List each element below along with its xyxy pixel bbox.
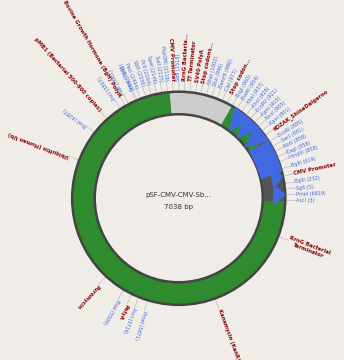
Text: pSF-CMV-CMV-Sb...: pSF-CMV-CMV-Sb... xyxy=(146,192,212,198)
Wedge shape xyxy=(113,265,154,300)
Text: AscI (3): AscI (3) xyxy=(296,198,315,203)
Wedge shape xyxy=(72,92,171,195)
Wedge shape xyxy=(72,92,285,305)
Text: XhoI (928): XhoI (928) xyxy=(251,86,271,108)
Polygon shape xyxy=(273,185,285,204)
Text: KpnI (901): KpnI (901) xyxy=(268,106,291,126)
Text: ClaI (977): ClaI (977) xyxy=(224,68,238,92)
Text: CMV Promoter: CMV Promoter xyxy=(293,162,336,176)
Text: StuI (996): StuI (996) xyxy=(213,63,225,87)
Text: Bovine Growth Hormone (BgH) PolyA: Bovine Growth Hormone (BgH) PolyA xyxy=(62,0,122,98)
Text: NotI (858): NotI (858) xyxy=(283,134,308,149)
Polygon shape xyxy=(270,169,282,188)
Polygon shape xyxy=(230,108,250,131)
Text: 7038 bp: 7038 bp xyxy=(164,204,193,210)
Text: SacI (881): SacI (881) xyxy=(280,127,304,144)
Text: RrnG Bacteria...: RrnG Bacteria... xyxy=(182,33,190,81)
Wedge shape xyxy=(243,201,285,267)
Text: SV40 PolyA: SV40 PolyA xyxy=(195,48,205,82)
Text: Kanamycin (KanR): Kanamycin (KanR) xyxy=(217,308,240,360)
Text: CMV Promoter: CMV Promoter xyxy=(168,38,175,81)
Polygon shape xyxy=(237,115,259,138)
Text: SbfI (2336): SbfI (2336) xyxy=(132,60,145,87)
Polygon shape xyxy=(245,125,268,146)
Wedge shape xyxy=(248,139,285,202)
Text: pMB1 (Bacterial 500-800 copies): pMB1 (Bacterial 500-800 copies) xyxy=(33,37,102,113)
Text: BseRI (954): BseRI (954) xyxy=(241,75,260,101)
Text: AscI (3807): AscI (3807) xyxy=(97,75,117,101)
Wedge shape xyxy=(72,194,127,282)
Text: SpeI (2146): SpeI (2146) xyxy=(146,55,157,84)
Text: PacI (2494): PacI (2494) xyxy=(125,62,139,89)
Text: FSeI (3661): FSeI (3661) xyxy=(108,69,126,96)
Text: EcoRV (921): EcoRV (921) xyxy=(256,87,279,113)
Text: BsgI (960): BsgI (960) xyxy=(235,73,252,98)
Text: EcoRI (885): EcoRI (885) xyxy=(277,119,304,138)
Text: EagI (858): EagI (858) xyxy=(286,140,311,155)
Text: SgfI (5): SgfI (5) xyxy=(295,184,314,190)
Text: KOZAK_ShineDalgarno: KOZAK_ShineDalgarno xyxy=(272,88,329,131)
Wedge shape xyxy=(72,92,285,305)
Polygon shape xyxy=(255,153,282,179)
Text: AscI (5714): AscI (5714) xyxy=(122,306,137,334)
Text: SbfI (2662): SbfI (2662) xyxy=(118,65,133,92)
Text: HindIII (858): HindIII (858) xyxy=(288,145,319,161)
Text: PmeI (5871): PmeI (5871) xyxy=(133,310,147,340)
Text: PolyA: PolyA xyxy=(118,303,129,320)
Text: NheI (1002): NheI (1002) xyxy=(207,56,219,85)
Text: PspOMI (2119): PspOMI (2119) xyxy=(160,46,169,82)
Text: Stop codons...: Stop codons... xyxy=(201,41,214,84)
Text: PciI (2164): PciI (2164) xyxy=(139,59,151,85)
Text: Puromycin: Puromycin xyxy=(75,283,100,309)
Text: SbfI (1518): SbfI (1518) xyxy=(176,54,181,81)
Polygon shape xyxy=(250,141,278,168)
Text: T7 Terminator: T7 Terminator xyxy=(189,40,198,82)
Text: PmeI (6919): PmeI (6919) xyxy=(296,191,326,197)
Text: BsaI (4287): BsaI (4287) xyxy=(62,107,88,128)
Text: KpnI (915): KpnI (915) xyxy=(260,95,282,117)
Text: XbaI (937): XbaI (937) xyxy=(246,81,265,105)
Text: SwaI (3635): SwaI (3635) xyxy=(119,62,135,91)
Text: RrnG Bacterial
Terminator: RrnG Bacterial Terminator xyxy=(287,235,331,261)
Text: BamHI (986): BamHI (986) xyxy=(218,59,234,89)
Text: BsaI (5509): BsaI (5509) xyxy=(101,298,120,324)
Text: NcoI (905): NcoI (905) xyxy=(265,101,287,121)
Text: Stop codon...: Stop codon... xyxy=(230,57,252,95)
Wedge shape xyxy=(148,252,260,305)
Text: BglII (619): BglII (619) xyxy=(291,157,317,168)
Text: Ubiquitin (Human Ub): Ubiquitin (Human Ub) xyxy=(7,130,70,158)
Text: SalI (2135): SalI (2135) xyxy=(154,55,163,82)
Wedge shape xyxy=(221,106,267,151)
Text: BglII (232): BglII (232) xyxy=(295,176,321,184)
